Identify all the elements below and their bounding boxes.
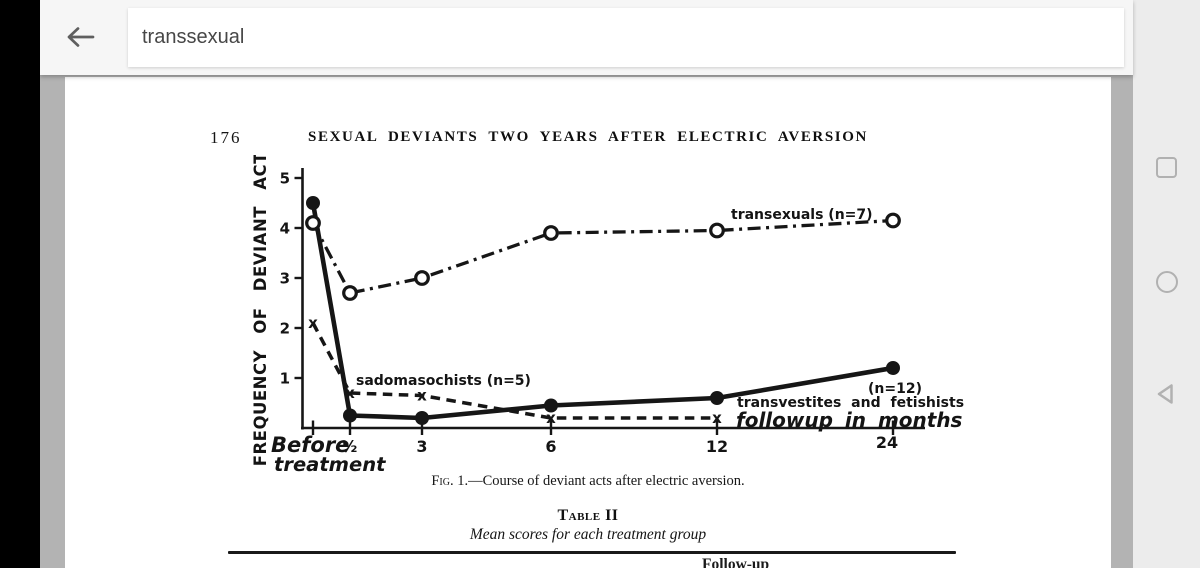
series-line-sadomasochists bbox=[311, 322, 717, 420]
marker-filled-circle-transvestites-fetishists bbox=[886, 361, 900, 375]
y-tick-label: 3 bbox=[280, 270, 290, 288]
recents-button[interactable] bbox=[1133, 145, 1200, 189]
back-nav-button[interactable] bbox=[1133, 372, 1200, 416]
y-tick-label: 2 bbox=[280, 320, 290, 338]
table-top-rule bbox=[228, 551, 956, 554]
table-title: Table II bbox=[557, 507, 619, 524]
chart-series-group: x x x x x bbox=[305, 196, 901, 427]
android-nav-bar bbox=[1133, 0, 1200, 568]
marker-open-circle-transsexuals bbox=[885, 212, 901, 229]
x-label-before: Before bbox=[271, 433, 349, 457]
marker-x-sadomasochists: x bbox=[345, 384, 355, 402]
scanned-page: 176 SEXUAL DEVIANTS TWO YEARS AFTER ELEC… bbox=[65, 77, 1111, 568]
marker-x-sadomasochists: x bbox=[712, 409, 722, 427]
series-label-transvestites: transvestites and fetishists bbox=[737, 395, 964, 411]
marker-open-circle-transsexuals bbox=[305, 215, 321, 231]
table-subtitle: Mean scores for each treatment group bbox=[469, 526, 707, 543]
back-triangle-icon bbox=[1157, 384, 1173, 404]
search-input[interactable]: transsexual bbox=[128, 8, 1124, 67]
x-tick-label: 6 bbox=[545, 437, 556, 456]
x-tick-label: 12 bbox=[706, 437, 728, 456]
marker-filled-circle-transvestites-fetishists bbox=[544, 398, 558, 413]
y-tick-label: 5 bbox=[280, 170, 290, 188]
marker-open-circle-transsexuals bbox=[709, 222, 725, 239]
marker-x-sadomasochists: x bbox=[308, 314, 318, 332]
running-head: SEXUAL DEVIANTS TWO YEARS AFTER ELECTRIC… bbox=[308, 129, 868, 145]
x-tick-label: 24 bbox=[876, 433, 898, 452]
figure-1-chart: 5 4 3 2 1 Before treatment ½ 3 6 12 24 F… bbox=[251, 155, 964, 475]
series-label-n12: (n=12) bbox=[868, 381, 922, 397]
home-circle-icon bbox=[1155, 271, 1178, 293]
home-button[interactable] bbox=[1133, 260, 1200, 304]
search-toolbar: transsexual bbox=[40, 0, 1133, 75]
series-label-transsexuals: transexuals (n=7) bbox=[731, 207, 873, 223]
y-axis-title: FREQUENCY OF DEVIANT ACTS bbox=[251, 155, 270, 466]
screen-bezel bbox=[0, 0, 40, 568]
arrow-left-icon bbox=[67, 27, 95, 47]
marker-filled-circle-transvestites-fetishists bbox=[343, 408, 357, 423]
marker-open-circle-transsexuals bbox=[414, 270, 430, 286]
figure-caption-prefix: Fig. 1. bbox=[431, 473, 469, 489]
figure-caption: Fig. 1.—Course of deviant acts after ele… bbox=[65, 473, 1111, 490]
x-label-treatment: treatment bbox=[274, 453, 386, 475]
x-tick-label: 3 bbox=[416, 437, 427, 456]
back-button[interactable] bbox=[62, 20, 98, 54]
y-tick-label: 1 bbox=[280, 370, 290, 388]
series-line-transvestites-fetishists bbox=[310, 202, 894, 421]
search-input-value: transsexual bbox=[142, 26, 245, 48]
series-line-transsexuals bbox=[311, 218, 894, 295]
marker-open-circle-transsexuals bbox=[342, 285, 358, 301]
marker-x-sadomasochists: x bbox=[417, 387, 427, 405]
table-column-header-partial: Follow-up bbox=[702, 556, 770, 568]
x-axis-title: followup in months bbox=[736, 408, 963, 432]
recents-square-icon bbox=[1156, 156, 1177, 178]
y-tick-label: 4 bbox=[280, 220, 290, 238]
marker-filled-circle-transvestites-fetishists bbox=[710, 391, 724, 405]
figure-caption-text: —Course of deviant acts after electric a… bbox=[468, 473, 745, 489]
document-viewer[interactable]: 176 SEXUAL DEVIANTS TWO YEARS AFTER ELEC… bbox=[40, 75, 1133, 568]
series-label-sadomasochists: sadomasochists (n=5) bbox=[356, 373, 531, 389]
marker-open-circle-transsexuals bbox=[543, 225, 559, 241]
marker-filled-circle-transvestites-fetishists bbox=[415, 411, 429, 425]
marker-x-sadomasochists: x bbox=[546, 409, 556, 427]
x-tick-label: ½ bbox=[341, 437, 358, 456]
marker-filled-circle-transvestites-fetishists bbox=[306, 196, 320, 210]
page-number: 176 bbox=[210, 128, 242, 147]
